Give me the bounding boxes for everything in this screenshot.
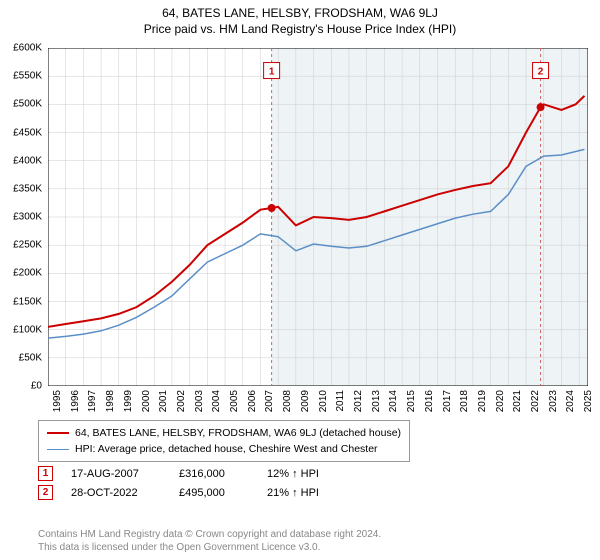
x-axis-label: 2013: [371, 390, 382, 412]
y-axis-label: £300K: [13, 212, 42, 223]
y-axis-label: £100K: [13, 324, 42, 335]
sale-price: £316,000: [179, 468, 249, 480]
legend-row-hpi: HPI: Average price, detached house, Ches…: [47, 441, 401, 457]
sale-marker: 1: [38, 466, 53, 481]
sale-diff: 21% ↑ HPI: [267, 487, 347, 499]
x-axis-label: 2002: [176, 390, 187, 412]
y-axis-label: £350K: [13, 183, 42, 194]
x-axis-label: 2007: [264, 390, 275, 412]
legend: 64, BATES LANE, HELSBY, FRODSHAM, WA6 9L…: [38, 420, 410, 462]
x-axis-label: 2001: [158, 390, 169, 412]
sale-row: 2 28-OCT-2022 £495,000 21% ↑ HPI: [38, 485, 347, 500]
x-axis-label: 1998: [105, 390, 116, 412]
x-axis-label: 2018: [459, 390, 470, 412]
y-axis-label: £500K: [13, 99, 42, 110]
sales-list: 1 17-AUG-2007 £316,000 12% ↑ HPI 2 28-OCT-202…: [38, 462, 347, 500]
legend-label-property: 64, BATES LANE, HELSBY, FRODSHAM, WA6 9L…: [75, 425, 401, 441]
legend-swatch-hpi: [47, 449, 69, 450]
footer-line1: Contains HM Land Registry data © Crown c…: [38, 528, 381, 541]
x-axis-label: 2009: [300, 390, 311, 412]
x-axis-label: 2003: [194, 390, 205, 412]
sale-marker: 2: [38, 485, 53, 500]
y-axis-label: £50K: [19, 352, 42, 363]
x-axis-label: 1997: [87, 390, 98, 412]
x-axis-label: 2016: [424, 390, 435, 412]
x-axis-label: 2012: [353, 390, 364, 412]
x-axis-label: 2019: [477, 390, 488, 412]
legend-row-property: 64, BATES LANE, HELSBY, FRODSHAM, WA6 9L…: [47, 425, 401, 441]
y-axis-label: £450K: [13, 127, 42, 138]
x-axis-label: 2008: [282, 390, 293, 412]
x-axis-label: 2010: [318, 390, 329, 412]
sale-diff: 12% ↑ HPI: [267, 468, 347, 480]
sale-row: 1 17-AUG-2007 £316,000 12% ↑ HPI: [38, 466, 347, 481]
x-axis-label: 1995: [52, 390, 63, 412]
y-axis-label: £600K: [13, 43, 42, 54]
x-axis-label: 2023: [548, 390, 559, 412]
x-axis-label: 1996: [70, 390, 81, 412]
chart-plot: 12: [48, 48, 588, 386]
footer: Contains HM Land Registry data © Crown c…: [38, 528, 381, 554]
x-axis-label: 2000: [141, 390, 152, 412]
y-axis-label: £200K: [13, 268, 42, 279]
chart-subtitle: Price paid vs. HM Land Registry's House …: [0, 22, 600, 36]
chart-area: 12 £0£50K£100K£150K£200K£250K£300K£350K£…: [48, 48, 588, 386]
footer-line2: This data is licensed under the Open Gov…: [38, 541, 381, 554]
y-axis-label: £400K: [13, 155, 42, 166]
x-axis-label: 2015: [406, 390, 417, 412]
sale-date: 28-OCT-2022: [71, 487, 161, 499]
svg-text:1: 1: [269, 67, 275, 78]
x-axis-label: 2014: [388, 390, 399, 412]
y-axis-label: £550K: [13, 71, 42, 82]
x-axis-label: 2017: [442, 390, 453, 412]
x-axis-label: 2022: [530, 390, 541, 412]
x-axis-label: 2021: [512, 390, 523, 412]
legend-swatch-property: [47, 432, 69, 434]
x-axis-label: 2005: [229, 390, 240, 412]
sale-price: £495,000: [179, 487, 249, 499]
x-axis-label: 2025: [583, 390, 594, 412]
chart-title: 64, BATES LANE, HELSBY, FRODSHAM, WA6 9L…: [0, 6, 600, 20]
legend-label-hpi: HPI: Average price, detached house, Ches…: [75, 441, 378, 457]
sale-date: 17-AUG-2007: [71, 468, 161, 480]
svg-text:2: 2: [538, 67, 544, 78]
x-axis-label: 2020: [495, 390, 506, 412]
y-axis-label: £0: [31, 381, 42, 392]
x-axis-label: 2024: [565, 390, 576, 412]
y-axis-label: £150K: [13, 296, 42, 307]
x-axis-label: 1999: [123, 390, 134, 412]
x-axis-label: 2011: [335, 390, 346, 412]
x-axis-label: 2004: [211, 390, 222, 412]
x-axis-label: 2006: [247, 390, 258, 412]
y-axis-label: £250K: [13, 240, 42, 251]
